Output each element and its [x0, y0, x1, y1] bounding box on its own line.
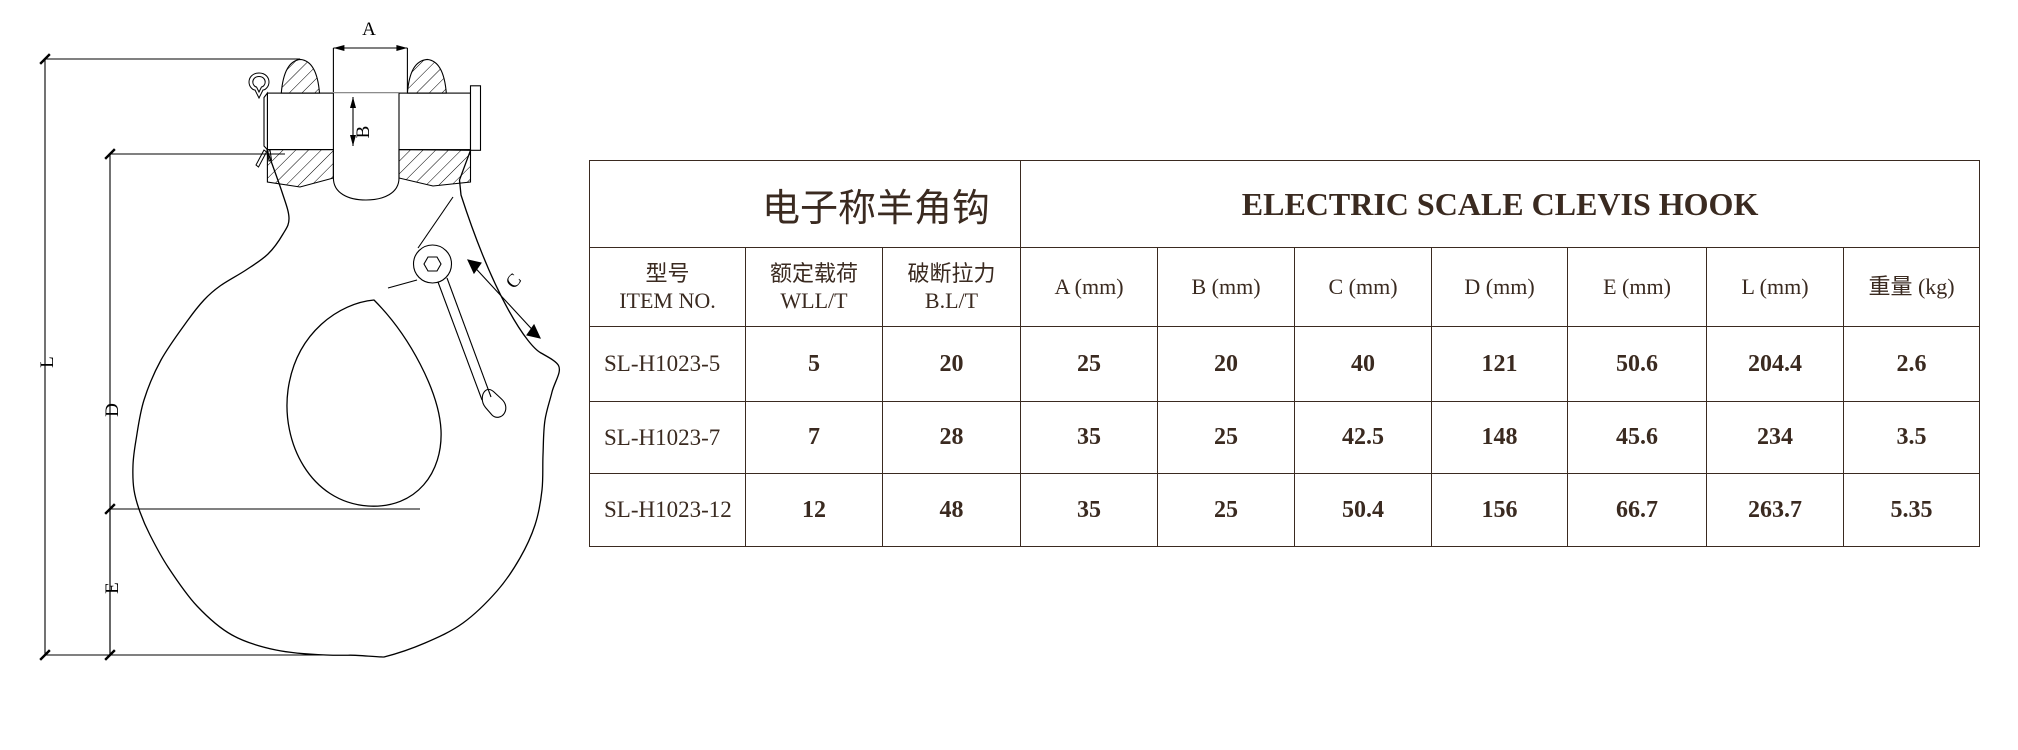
svg-text:B: B — [353, 126, 374, 139]
svg-text:L: L — [37, 356, 58, 368]
svg-text:E: E — [102, 582, 123, 594]
svg-text:D: D — [102, 403, 123, 417]
svg-text:C: C — [502, 270, 526, 293]
svg-text:A: A — [362, 19, 376, 40]
